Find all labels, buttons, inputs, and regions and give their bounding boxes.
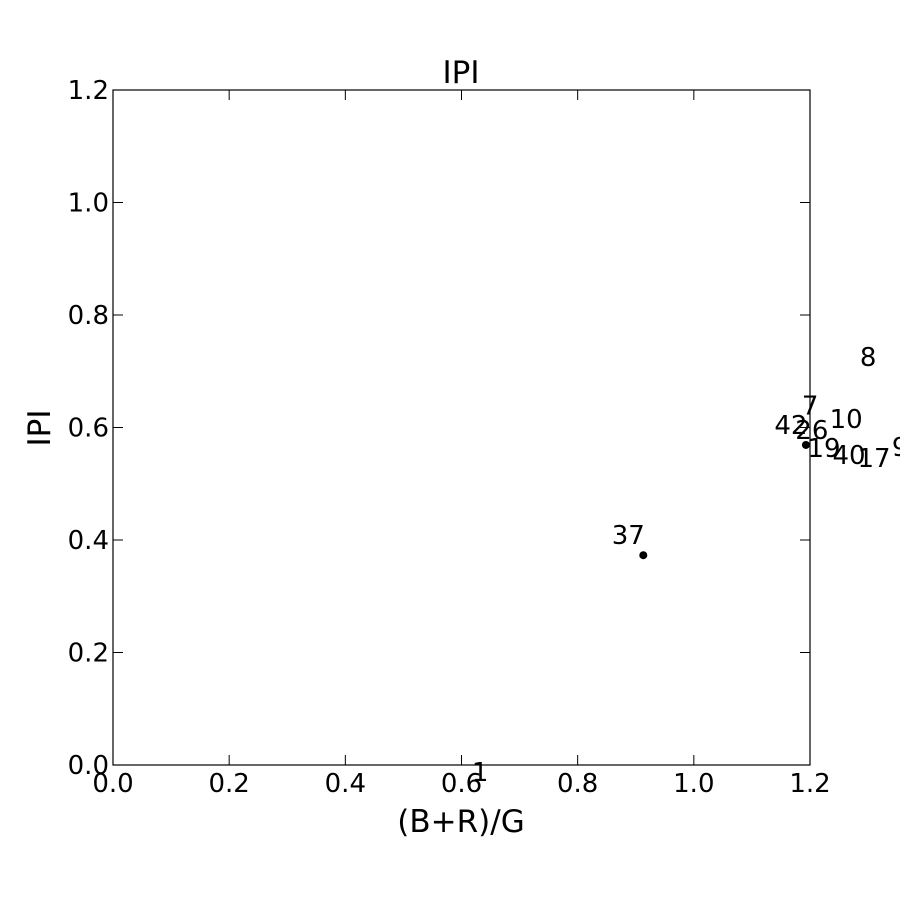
point-label: 40: [832, 441, 865, 471]
y-tick-label: 0.4: [68, 526, 109, 556]
y-tick-label: 0.8: [68, 301, 109, 331]
x-tick-label: 1.0: [673, 769, 714, 799]
y-tick-label: 1.2: [68, 76, 109, 106]
y-axis-label: IPI: [22, 410, 58, 447]
point-label: 10: [830, 405, 863, 435]
point-label: 42: [774, 411, 807, 441]
point-label: 7: [802, 391, 819, 421]
point-label: 17: [857, 444, 890, 474]
x-tick-label: 0.8: [557, 769, 598, 799]
point: [801, 440, 810, 449]
plot-area: [639, 440, 810, 560]
point-label: 1: [472, 758, 489, 788]
x-axis-label: (B+R)/G: [397, 804, 524, 840]
x-tick-label: 0.4: [325, 769, 366, 799]
point-label: 9: [892, 433, 900, 463]
x-tick-label: 1.2: [789, 769, 830, 799]
point: [639, 551, 648, 560]
x-tick-label: 0.2: [208, 769, 249, 799]
chart-title: IPI: [443, 55, 480, 91]
y-tick-label: 0.2: [68, 639, 109, 669]
x-tick-label: 0.6: [441, 769, 482, 799]
point-label: 37: [612, 521, 645, 551]
point-label: 19: [807, 434, 840, 464]
y-tick-label: 0.6: [68, 414, 109, 444]
y-tick-label: 1.0: [68, 189, 109, 219]
x-tick-label: 0.0: [92, 769, 133, 799]
point-label: 8: [860, 343, 877, 373]
y-tick-label: 0.0: [68, 751, 109, 781]
point-label: 26: [795, 416, 828, 446]
